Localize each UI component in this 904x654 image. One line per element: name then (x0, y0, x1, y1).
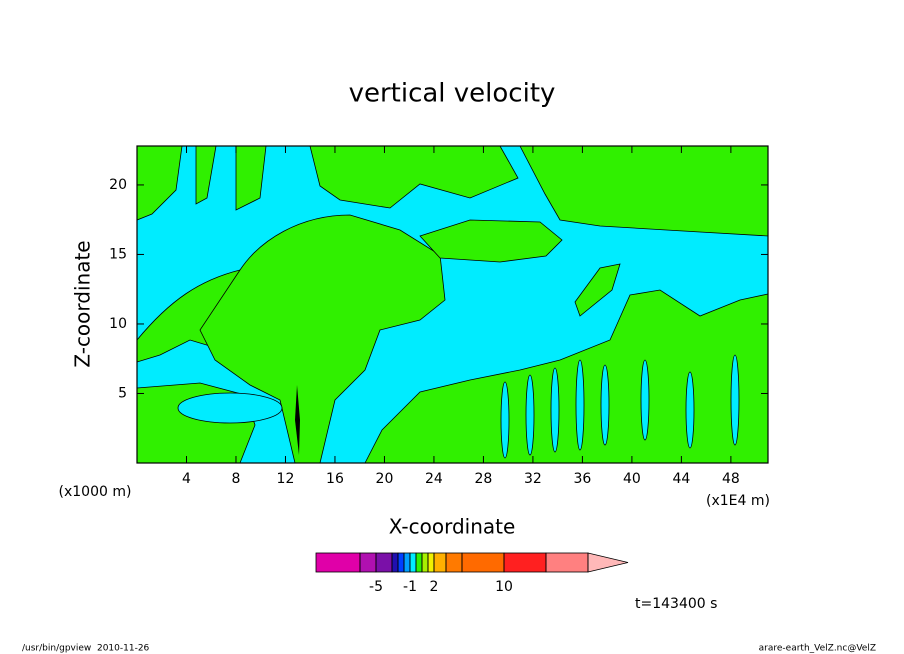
plot-frame (136, 145, 769, 464)
time-label: t=143400 s (635, 596, 717, 612)
colorbar-segment (545, 552, 589, 573)
colorbar-extension (587, 552, 629, 573)
y-tick-label: 20 (109, 177, 127, 193)
negative-region (550, 367, 560, 453)
x-tick-label: 44 (672, 471, 690, 487)
strong-updraft (295, 385, 300, 455)
x-tick-label: 28 (475, 471, 493, 487)
colorbar-tick-label: 10 (495, 579, 513, 595)
colorbar-segment (433, 552, 447, 573)
x-tick-label: 8 (232, 471, 241, 487)
negative-region (525, 374, 535, 456)
y-tick-label: 5 (118, 385, 127, 401)
chart-title: vertical velocity (349, 79, 556, 109)
colorbar-tick-label: -1 (403, 579, 417, 595)
colorbar-segment (315, 552, 361, 573)
negative-region (685, 371, 695, 449)
y-tick-label: 15 (109, 246, 127, 262)
y-axis-title: Z-coordinate (71, 240, 95, 367)
colorbar-segment (421, 552, 429, 573)
colorbar-segment (359, 552, 377, 573)
colorbar-segment (503, 552, 547, 573)
colorbar-segment (409, 552, 417, 573)
negative-region (640, 359, 650, 441)
positive-region (419, 219, 563, 263)
positive-region (364, 289, 769, 464)
positive-region (574, 263, 621, 317)
colorbar-tick-label: 2 (430, 579, 439, 595)
colorbar-segment (461, 552, 505, 573)
x-unit-label-2: (x1E4 m) (706, 493, 770, 509)
negative-region (177, 392, 283, 424)
x-tick-label: 16 (326, 471, 344, 487)
x-unit-label: (x1000 m) (59, 484, 132, 500)
x-tick-label: 40 (623, 471, 641, 487)
x-tick-label: 36 (573, 471, 591, 487)
colorbar-segment (427, 552, 435, 573)
colorbar-segment (391, 552, 399, 573)
x-tick-label: 4 (182, 471, 191, 487)
x-tick-label: 32 (524, 471, 542, 487)
y-tick-label: 10 (109, 316, 127, 332)
colorbar-segment (403, 552, 411, 573)
negative-region (575, 359, 585, 451)
colorbar-segment (397, 552, 405, 573)
x-tick-label: 48 (722, 471, 740, 487)
positive-region (199, 214, 446, 464)
negative-region (600, 364, 610, 446)
contour-field (136, 145, 769, 464)
colorbar-tick-label: -5 (369, 579, 383, 595)
x-tick-label: 20 (376, 471, 394, 487)
footer-left: /usr/bin/gpview 2010-11-26 (22, 644, 150, 654)
footer-right: arare-earth_VelZ.nc@VelZ (759, 644, 876, 654)
negative-region (730, 354, 740, 446)
colorbar-segment (375, 552, 393, 573)
positive-regions (136, 145, 769, 464)
x-axis-title: X-coordinate (389, 515, 516, 539)
x-tick-label: 24 (425, 471, 443, 487)
colorbar-segment (415, 552, 423, 573)
colorbar-segment (445, 552, 463, 573)
negative-region (500, 381, 510, 459)
x-tick-label: 12 (277, 471, 295, 487)
positive-region (309, 145, 519, 209)
